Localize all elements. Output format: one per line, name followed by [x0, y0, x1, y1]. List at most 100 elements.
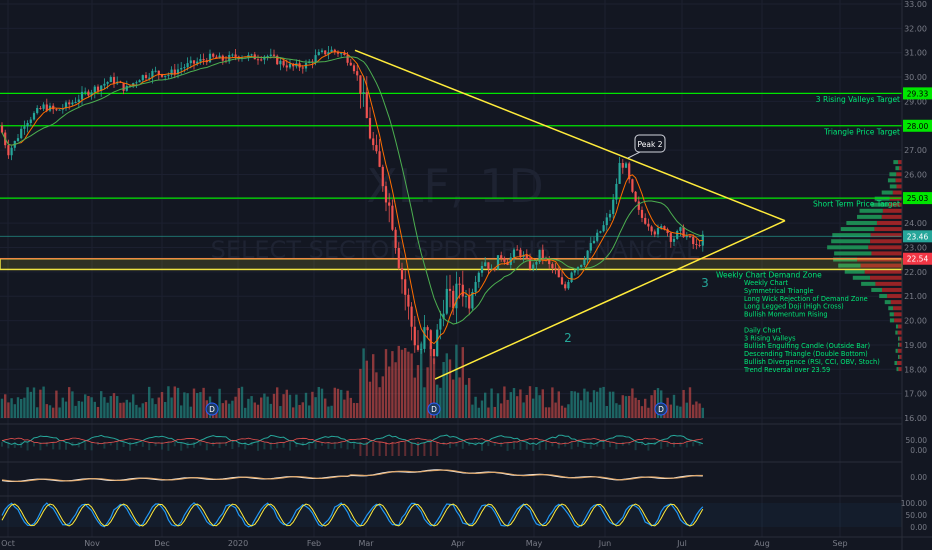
volume-bar [218, 388, 221, 418]
time-axis[interactable]: Oct Nov Dec 2020 Feb Mar Apr May Jun Jul Aug Sep [0, 536, 932, 548]
volume-bar [423, 387, 426, 418]
candle-body [154, 70, 157, 72]
indicator-histogram-bar [103, 442, 106, 449]
candle-body [525, 254, 528, 258]
candle-body [84, 91, 87, 93]
indicator-tick-label: 0.00 [910, 446, 927, 455]
volume-bar [637, 399, 640, 418]
profile-bar-up [895, 166, 900, 171]
indicator-histogram-bar [244, 442, 247, 450]
profile-bar-up [889, 184, 897, 189]
time-tick-label: Sep [832, 539, 847, 548]
profile-bar-up [895, 348, 898, 353]
volume-bar [426, 367, 429, 418]
candle-body [468, 296, 471, 309]
candle-body [592, 240, 596, 244]
candle-body [279, 60, 282, 65]
price-tick-label: 31.00 [904, 49, 927, 58]
volume-bar [589, 402, 592, 418]
candle-body [32, 113, 36, 120]
candle-body [378, 151, 381, 167]
indicator-histogram-bar [45, 442, 48, 447]
volume-bar [621, 395, 624, 418]
indicator-histogram-bar [385, 442, 387, 456]
indicator-histogram-bar [423, 442, 426, 456]
profile-bar-down [897, 361, 902, 366]
volume-bar [356, 403, 359, 418]
candle-body [448, 288, 452, 291]
indicator-histogram-bar [551, 442, 554, 447]
candle-body [608, 213, 612, 218]
indicator-histogram-bar [340, 442, 343, 449]
candle-body [288, 63, 292, 68]
candle-body [685, 236, 688, 238]
volume-bar [452, 379, 455, 418]
candle-body [103, 83, 106, 86]
profile-bar-up [834, 251, 872, 256]
volume-bar [52, 407, 55, 418]
volume-bar [282, 394, 285, 418]
candle-body [336, 51, 340, 54]
volume-bar [154, 404, 157, 418]
time-tick-label: May [526, 539, 543, 548]
candle-body [141, 75, 144, 81]
indicator-histogram-bar [404, 442, 407, 456]
indicator-histogram-bar [532, 442, 535, 451]
candle-body [359, 75, 362, 94]
volume-bar [90, 397, 93, 418]
candle-body [503, 258, 506, 262]
indicator-histogram-bar [237, 442, 240, 448]
ma-fast-line [1, 51, 703, 345]
volume-bar [55, 390, 58, 418]
candle-body [500, 255, 503, 259]
indicator-histogram-bar [289, 442, 291, 451]
volume-bar [16, 397, 20, 418]
volume-bar [695, 401, 698, 418]
volume-bar [10, 398, 13, 418]
candle-body [122, 82, 125, 91]
indicator-histogram-bar [506, 442, 509, 451]
indicator-3-d-line [1, 503, 704, 527]
time-tick-label: Dec [154, 539, 169, 548]
indicator-histogram-bar [602, 442, 605, 450]
volume-bar [324, 398, 327, 418]
price-axis[interactable]: 33.00 32.00 31.00 30.00 29.00 28.00 27.00 26.00… [901, 0, 932, 550]
candle-body [442, 313, 445, 319]
price-tag [903, 230, 932, 243]
volume-bar [112, 393, 116, 418]
candle-body [80, 91, 84, 100]
profile-bar-up [840, 227, 875, 232]
candle-body [461, 284, 464, 297]
candle-body [58, 109, 61, 111]
ma-slow-line [1, 56, 703, 325]
profile-bar-down [888, 202, 902, 207]
profile-bar-down [898, 160, 902, 165]
indicator-histogram-bar [564, 442, 567, 447]
profile-bar-up [894, 361, 898, 366]
candle-body [647, 223, 650, 227]
indicator-1-line [1, 434, 703, 446]
volume-bar [45, 404, 48, 418]
indicator-histogram-bar [417, 442, 419, 456]
volume-bar [93, 401, 96, 418]
candle-body [231, 54, 234, 56]
indicator-histogram-bar [481, 442, 483, 451]
volume-bar [602, 386, 605, 418]
volume-bar [516, 396, 519, 418]
volume-bar [317, 387, 320, 418]
candle-body [669, 232, 672, 242]
indicator-histogram-bar [295, 442, 298, 448]
profile-bar-down [899, 336, 902, 341]
candle-body [93, 86, 96, 93]
candle-body [384, 186, 388, 203]
indicator-histogram-bar [525, 442, 528, 450]
candle-body [10, 147, 13, 156]
volume-bar [541, 389, 544, 418]
volume-bar [96, 406, 100, 418]
volume-bar [464, 384, 468, 418]
indicator-1-signal [1, 437, 703, 445]
profile-bar-up [889, 318, 895, 323]
candle-body [573, 270, 576, 273]
